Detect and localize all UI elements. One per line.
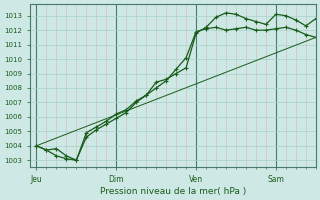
X-axis label: Pression niveau de la mer( hPa ): Pression niveau de la mer( hPa ) xyxy=(100,187,246,196)
